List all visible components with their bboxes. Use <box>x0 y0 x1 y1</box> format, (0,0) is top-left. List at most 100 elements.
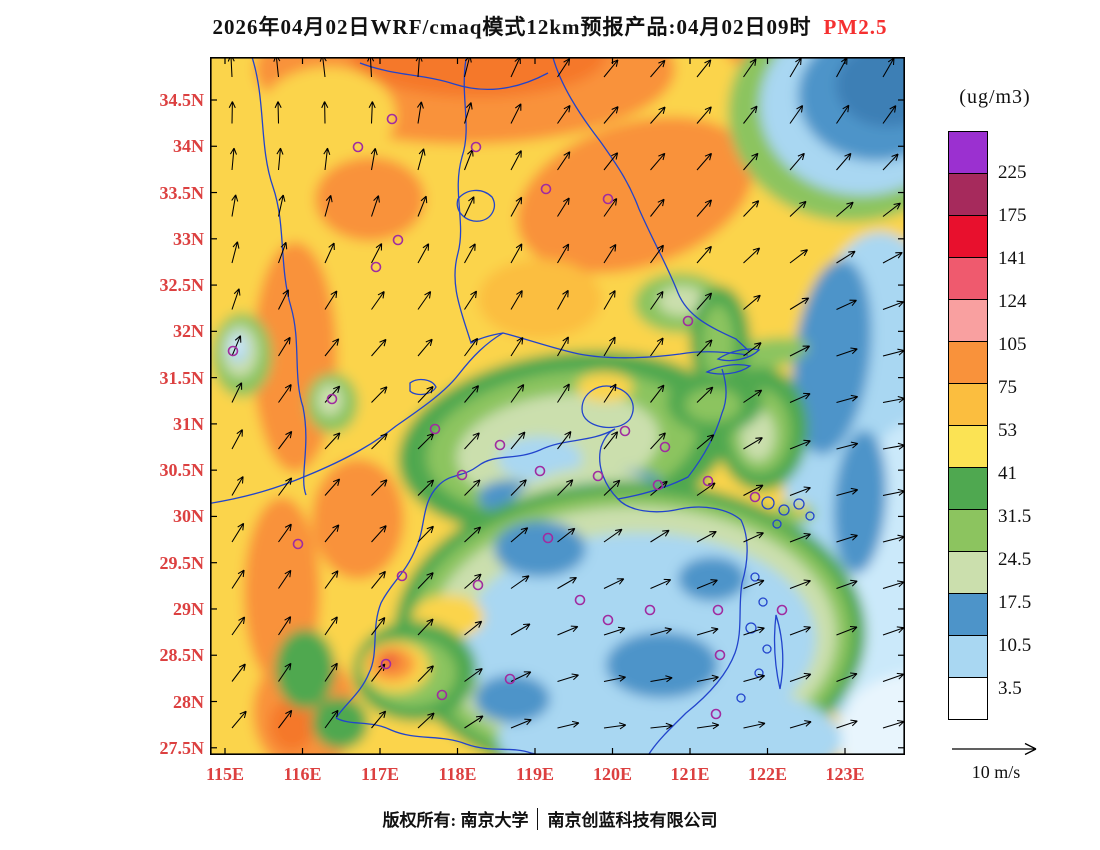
wind-arrow <box>417 243 430 264</box>
wind-arrow <box>603 578 625 589</box>
wind-arrow <box>696 386 714 403</box>
wind-arrow <box>743 152 759 171</box>
wind-arrow <box>417 712 435 729</box>
wind-arrow <box>324 242 335 264</box>
wind-arrow <box>743 58 757 78</box>
title-text: 2026年04月02日WRF/cmaq模式12km预报产品:04月02日09时 <box>212 15 812 39</box>
wind-arrow <box>836 487 859 497</box>
station-marker <box>504 673 516 685</box>
wind-arrow <box>836 579 858 589</box>
wind-arrow <box>836 152 852 171</box>
wind-arrow <box>557 243 570 264</box>
wind-arrow <box>789 532 811 543</box>
wind-arrow <box>650 627 673 636</box>
wind-arrow <box>650 106 666 124</box>
station-marker <box>326 393 338 405</box>
wind-arrow <box>650 432 666 450</box>
wind-arrow <box>231 522 245 543</box>
station-marker <box>749 491 761 503</box>
wind-arrow <box>464 290 478 310</box>
wind-arrow <box>696 579 718 589</box>
wind-arrow <box>696 722 720 730</box>
wind-arrow <box>743 484 764 496</box>
wind-arrow <box>228 101 236 124</box>
station-marker <box>396 570 408 582</box>
wind-arrow <box>743 626 765 636</box>
map-border <box>210 57 905 755</box>
station-marker <box>540 183 552 195</box>
wind-arrow <box>231 616 246 636</box>
station-marker <box>602 193 614 205</box>
wind-scale-label: 10 m/s <box>971 762 1021 782</box>
wind-arrow <box>650 337 664 357</box>
wind-scale-arrow-icon <box>952 742 1037 756</box>
station-marker <box>352 141 364 153</box>
copyright-company: 南京创蓝科技有限公司 <box>547 811 718 830</box>
wind-arrow <box>464 196 475 217</box>
wind-arrow <box>417 338 433 357</box>
colorbar-swatch <box>948 257 988 300</box>
wind-arrow <box>324 478 341 496</box>
wind-arrow <box>743 342 762 357</box>
colorbar-swatches <box>948 131 988 720</box>
wind-arrow <box>231 382 243 403</box>
wind-arrow <box>836 719 858 729</box>
colorbar-swatch <box>948 509 988 552</box>
station-marker <box>470 141 482 153</box>
lon-tick-label: 115E <box>205 764 244 784</box>
wind-arrow <box>510 623 531 636</box>
colorbar-unit-label: (ug/m3) <box>959 86 1031 108</box>
wind-arrow <box>278 662 292 682</box>
wind-arrow <box>789 486 811 496</box>
station-marker <box>710 708 722 720</box>
wind-arrow <box>278 523 292 543</box>
wind-arrow <box>696 627 719 636</box>
wind-arrow <box>324 432 341 450</box>
wind-arrow <box>743 200 760 217</box>
wind-arrow <box>836 104 850 124</box>
coastline-south <box>616 368 748 755</box>
wind-arrow <box>603 290 616 310</box>
wind-arrow <box>789 345 811 357</box>
lon-tick-label: 118E <box>438 764 477 784</box>
island <box>762 644 772 654</box>
wind-arrow <box>231 429 243 450</box>
island <box>758 597 768 607</box>
wind-arrow <box>557 625 579 636</box>
wind-arrow <box>789 720 812 729</box>
wind-arrow <box>743 532 764 543</box>
wind-scale: 10 m/s <box>944 740 1048 783</box>
lat-tick-label: 32N <box>173 321 204 342</box>
wind-arrow <box>510 336 524 357</box>
footer-divider <box>537 807 539 830</box>
station-marker <box>392 234 404 246</box>
wind-arrow <box>417 195 428 217</box>
station-marker <box>386 113 398 125</box>
station-marker <box>712 604 724 616</box>
province-border-north <box>359 62 549 90</box>
wind-arrow <box>463 102 473 124</box>
colorbar-tick-label: 124 <box>998 291 1027 312</box>
wind-arrow <box>743 673 766 683</box>
wind-arrow <box>557 576 577 589</box>
wind-arrow <box>324 616 338 636</box>
wind-arrow <box>743 247 761 264</box>
wind-arrow <box>882 202 901 217</box>
wind-arrow <box>836 250 856 264</box>
wind-arrow <box>510 575 530 589</box>
wind-arrow <box>231 335 242 357</box>
station-marker <box>644 604 656 616</box>
wind-arrow <box>743 294 761 310</box>
wind-arrow <box>231 476 244 496</box>
wind-arrow <box>417 291 432 310</box>
wind-arrow <box>650 384 665 403</box>
island <box>778 504 790 516</box>
wind-arrow <box>278 616 292 636</box>
wind-arrow <box>882 251 903 264</box>
lon-tick-label: 121E <box>670 764 710 784</box>
wind-arrow <box>743 389 763 403</box>
wind-arrow <box>464 526 482 543</box>
station-marker <box>652 479 664 491</box>
lake-hongze <box>456 189 495 222</box>
wind-arrow <box>603 479 621 496</box>
